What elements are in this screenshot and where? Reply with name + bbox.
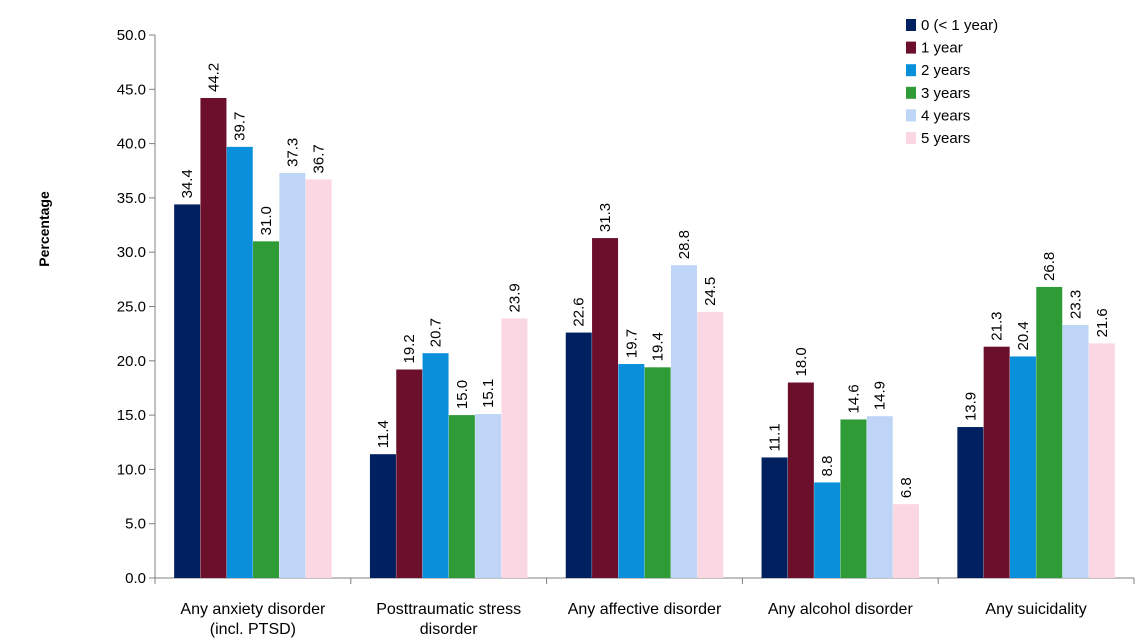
y-tick-label: 15.0 <box>117 407 146 424</box>
data-label: 19.7 <box>623 329 640 358</box>
legend-swatch <box>906 109 916 122</box>
data-label: 20.4 <box>1015 321 1032 350</box>
data-label: 28.8 <box>676 230 693 259</box>
bar <box>787 382 814 578</box>
data-label: 14.9 <box>872 381 889 410</box>
bar <box>893 504 920 578</box>
legend-swatch <box>906 132 916 144</box>
x-category-label: Any affective disorder <box>568 601 722 618</box>
data-label: 8.8 <box>819 456 836 477</box>
bar <box>814 482 841 578</box>
data-label: 39.7 <box>232 112 249 141</box>
data-label: 31.3 <box>597 203 614 232</box>
x-category-label: Any suicidality <box>985 601 1086 618</box>
y-tick-label: 30.0 <box>117 244 146 261</box>
data-label: 23.3 <box>1068 290 1085 319</box>
data-label: 13.9 <box>962 392 979 421</box>
bar <box>644 367 671 578</box>
bar <box>957 427 984 578</box>
data-label: 24.5 <box>702 277 719 306</box>
data-label: 18.0 <box>793 347 810 376</box>
x-category-label: Posttraumatic stress <box>376 601 521 618</box>
bar <box>448 415 475 578</box>
data-label: 11.4 <box>375 420 392 448</box>
legend-label: 5 years <box>921 130 970 147</box>
bars <box>174 97 1115 579</box>
data-label: 22.6 <box>571 297 588 326</box>
legend-swatch <box>906 64 916 77</box>
data-label: 21.3 <box>989 311 1006 340</box>
bar <box>592 238 619 578</box>
y-tick-label: 0.0 <box>125 570 146 587</box>
y-tick-label: 25.0 <box>117 299 146 316</box>
y-tick-label: 40.0 <box>117 136 146 153</box>
y-tick-label: 45.0 <box>117 81 146 98</box>
x-category-label: (incl. PTSD) <box>210 621 296 638</box>
bar <box>305 179 332 579</box>
data-label: 23.9 <box>506 283 523 312</box>
bar <box>226 146 253 578</box>
data-label: 20.7 <box>428 318 445 347</box>
bar <box>200 97 227 578</box>
x-category-label: disorder <box>420 621 478 638</box>
axes: 0.0 5.0 10.0 15.0 20.0 25.0 30.0 35.0 40.0 45.0 50… <box>117 27 1135 638</box>
y-tick-label: 5.0 <box>125 516 146 533</box>
data-labels: 34.4 11.4 22.6 11.1 13.9 44.2 19.2 31.3 18.0 21.3… <box>179 63 1111 498</box>
data-label: 19.2 <box>401 334 418 363</box>
data-label: 36.7 <box>311 144 328 173</box>
data-label: 31.0 <box>258 206 275 235</box>
data-label: 19.4 <box>650 332 667 361</box>
bar <box>475 414 502 578</box>
bar <box>670 265 697 578</box>
legend-label: 3 years <box>921 85 970 102</box>
bar <box>1088 343 1115 578</box>
legend-swatch <box>906 19 916 31</box>
legend: 0 (< 1 year) 1 year 2 years 3 years 4 years 5… <box>906 17 998 147</box>
bar <box>253 241 280 578</box>
bar <box>840 419 867 578</box>
bar <box>983 346 1010 578</box>
legend-swatch <box>906 41 916 54</box>
data-label: 15.0 <box>454 380 471 409</box>
data-label: 37.3 <box>284 138 301 167</box>
data-label: 11.1 <box>767 423 784 451</box>
bar <box>866 416 893 578</box>
y-tick-label: 20.0 <box>117 353 146 370</box>
data-label: 6.8 <box>898 477 915 498</box>
bar <box>618 364 645 578</box>
bar <box>279 172 306 578</box>
data-label: 44.2 <box>205 63 222 92</box>
bar <box>369 454 396 578</box>
data-label: 34.4 <box>179 169 196 198</box>
legend-label: 2 years <box>921 62 970 79</box>
bar <box>396 369 423 578</box>
x-category-label: Any anxiety disorder <box>180 601 326 618</box>
y-tick-label: 35.0 <box>117 190 146 207</box>
bar <box>174 204 201 578</box>
y-tick-label: 50.0 <box>117 27 146 44</box>
data-label: 21.6 <box>1094 308 1111 337</box>
bar <box>1009 356 1036 578</box>
data-label: 14.6 <box>845 384 862 413</box>
legend-label: 1 year <box>921 40 963 57</box>
bar <box>761 457 788 578</box>
bar <box>565 332 592 578</box>
bar <box>422 353 449 578</box>
data-label: 26.8 <box>1041 252 1058 281</box>
bar <box>1062 324 1089 578</box>
y-axis-label: Percentage <box>36 191 52 267</box>
legend-label: 0 (< 1 year) <box>921 17 998 34</box>
legend-label: 4 years <box>921 107 970 124</box>
x-category-label: Any alcohol disorder <box>768 601 914 618</box>
bar <box>501 318 528 578</box>
legend-swatch <box>906 86 916 99</box>
bar <box>697 311 724 578</box>
y-tick-label: 10.0 <box>117 461 146 478</box>
data-label: 15.1 <box>480 379 497 408</box>
bar <box>1036 286 1063 578</box>
